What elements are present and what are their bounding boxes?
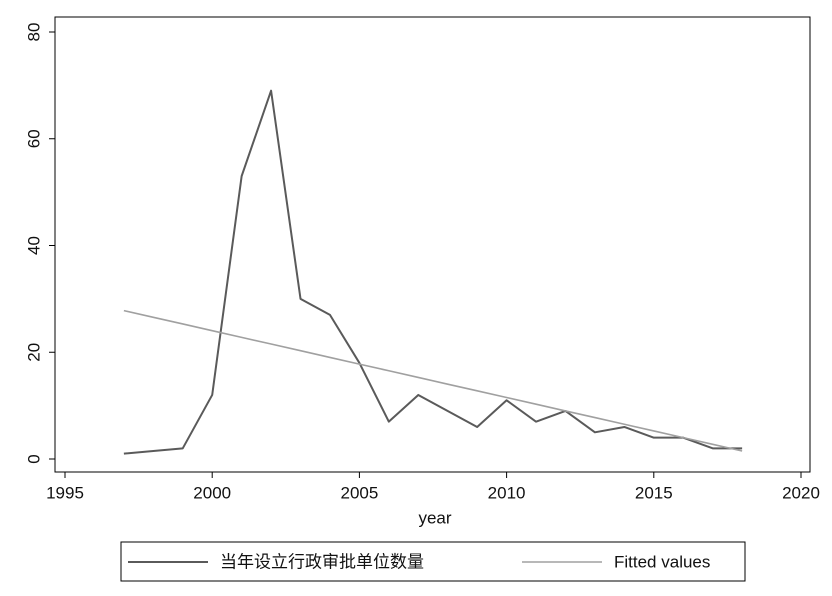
x-tick-label: 2020 — [782, 483, 820, 502]
x-tick-label: 2000 — [193, 483, 231, 502]
x-tick-label: 2010 — [488, 483, 526, 502]
y-tick-label: 0 — [24, 454, 43, 463]
x-tick-label: 1995 — [46, 483, 84, 502]
series-line — [123, 89, 743, 455]
y-tick-label: 60 — [24, 129, 43, 148]
series-line — [123, 309, 743, 452]
y-tick-label: 40 — [24, 236, 43, 255]
x-tick-label: 2005 — [340, 483, 378, 502]
legend-box — [120, 541, 746, 582]
plot-frame — [54, 16, 811, 473]
y-tick-label: 20 — [24, 343, 43, 362]
legend-label: Fitted values — [614, 552, 710, 571]
y-tick-label: 80 — [24, 23, 43, 42]
legend-label: 当年设立行政审批单位数量 — [220, 552, 424, 571]
x-axis-label: year — [418, 508, 451, 527]
x-tick-label: 2015 — [635, 483, 673, 502]
